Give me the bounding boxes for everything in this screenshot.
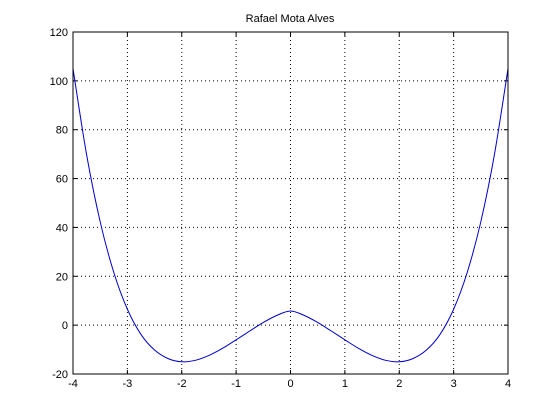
x-tick-label: -1 (231, 378, 241, 390)
y-tick-label: -20 (52, 369, 68, 381)
x-tick-label: -2 (177, 378, 187, 390)
x-tick-label: 2 (396, 378, 402, 390)
y-tick-label: 80 (56, 125, 68, 137)
y-tick-label: 120 (50, 27, 68, 39)
y-tick-labels: -20 0 20 40 60 80 100 120 (50, 27, 68, 381)
x-tick-label: -4 (68, 378, 78, 390)
series-layer (72, 68, 509, 363)
axes-frame (72, 31, 509, 375)
x-tick-label: 4 (505, 378, 511, 390)
x-tick-label: -3 (122, 378, 132, 390)
x-tick-label: 0 (287, 378, 293, 390)
y-tick-label: 60 (56, 174, 68, 186)
x-tick-label: 1 (342, 378, 348, 390)
axes-background (72, 31, 509, 375)
series-line (72, 68, 509, 363)
y-tick-label: 0 (62, 320, 68, 332)
grid (73, 32, 508, 374)
chart-title: Rafael Mota Alves (246, 13, 335, 25)
x-tick-label: 3 (451, 378, 457, 390)
y-tick-label: 100 (50, 76, 68, 88)
y-tick-label: 40 (56, 222, 68, 234)
x-tick-labels: -4 -3 -2 -1 0 1 2 3 4 (68, 378, 511, 390)
y-tick-label: 20 (56, 271, 68, 283)
